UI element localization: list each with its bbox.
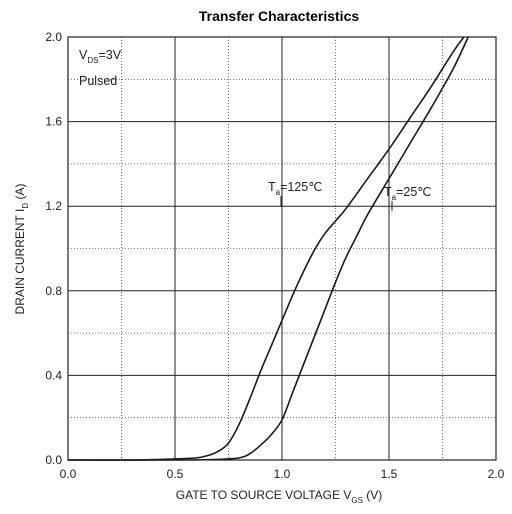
x-tick-label: 1.0 bbox=[274, 467, 291, 481]
y-tick-label: 1.2 bbox=[45, 199, 62, 213]
y-tick-label: 0.8 bbox=[45, 284, 62, 298]
x-tick-label: 2.0 bbox=[488, 467, 505, 481]
chart-title: Transfer Characteristics bbox=[199, 8, 360, 24]
y-tick-label: 1.6 bbox=[45, 115, 62, 129]
y-tick-label: 2.0 bbox=[45, 30, 62, 44]
x-axis-label: GATE TO SOURCE VOLTAGE VGS (V) bbox=[176, 488, 383, 505]
series-lines bbox=[67, 36, 469, 461]
x-tick-labels: 0.0 0.5 1.0 1.5 2.0 bbox=[60, 467, 505, 481]
series-line-25c bbox=[67, 36, 469, 461]
major-grid bbox=[68, 37, 496, 460]
y-tick-label: 0.4 bbox=[45, 368, 62, 382]
vds-annotation: VDS=3V bbox=[79, 48, 122, 65]
plot-frame bbox=[67, 36, 497, 461]
pulsed-annotation: Pulsed bbox=[79, 74, 117, 88]
x-tick-label: 0.5 bbox=[167, 467, 184, 481]
y-axis-label: DRAIN CURRENT ID (A) bbox=[13, 184, 30, 315]
y-tick-labels: 0.0 0.4 0.8 1.2 1.6 2.0 bbox=[45, 30, 62, 467]
y-tick-label: 0.0 bbox=[45, 453, 62, 467]
series-label-125c: Ta=125℃ bbox=[268, 180, 322, 197]
x-tick-label: 0.0 bbox=[60, 467, 77, 481]
series-label-25c: Ta=25℃ bbox=[384, 185, 431, 202]
series-line-125c bbox=[67, 36, 465, 461]
x-tick-label: 1.5 bbox=[381, 467, 398, 481]
